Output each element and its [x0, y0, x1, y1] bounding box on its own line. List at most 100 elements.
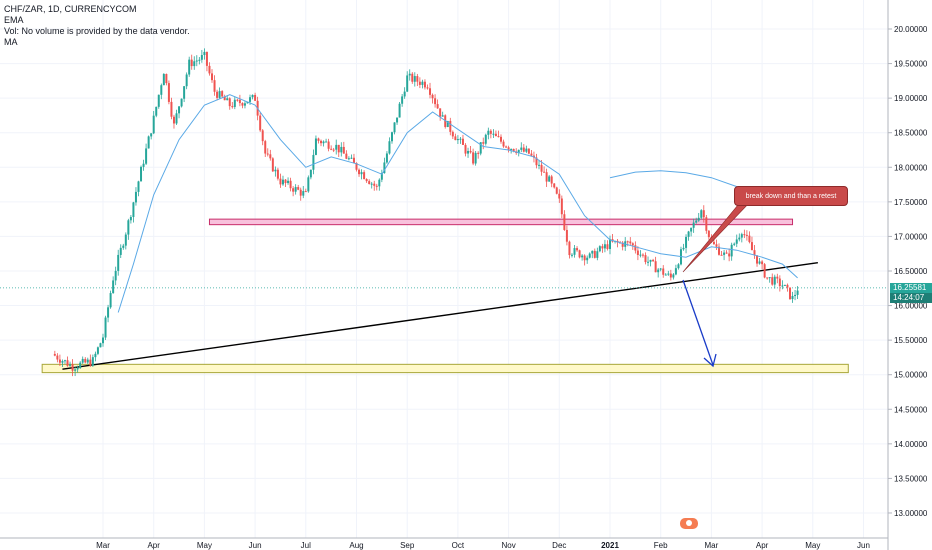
- candle-down: [469, 150, 472, 153]
- candle-down: [669, 273, 672, 278]
- candle-up: [730, 244, 733, 257]
- candle-down: [553, 183, 556, 188]
- candle-up: [525, 148, 528, 152]
- drawing-shapes[interactable]: [0, 218, 888, 374]
- candle-down: [269, 154, 272, 159]
- symbol-title[interactable]: CHF/ZAR, 1D, CURRENCYCOM: [4, 4, 137, 14]
- price-tick-label: 16.50000: [894, 267, 928, 276]
- time-axis[interactable]: Mar Apr May Jun Jul Aug Sep Oct Nov Dec 2021 Feb Mar…: [96, 541, 870, 550]
- candle-down: [454, 136, 457, 141]
- candle-down: [264, 141, 267, 154]
- candle-up: [127, 220, 130, 235]
- candle-down: [236, 99, 239, 101]
- candle-up: [479, 142, 482, 154]
- candle-down: [426, 87, 429, 89]
- candle-up: [520, 147, 523, 150]
- candle-up: [598, 246, 601, 252]
- candle-down: [606, 244, 609, 249]
- candle-down: [213, 80, 216, 92]
- candle-down: [558, 193, 561, 199]
- candle-up: [63, 360, 66, 362]
- candle-up: [758, 261, 761, 264]
- candle-up: [350, 157, 353, 159]
- candle-up: [294, 187, 297, 192]
- candle-up: [140, 166, 143, 182]
- candle-up: [145, 148, 148, 164]
- time-tick-label: 2021: [601, 541, 619, 550]
- candle-down: [449, 120, 452, 132]
- candle-down: [411, 73, 414, 82]
- candle-up: [768, 277, 771, 279]
- candle-up: [385, 153, 388, 163]
- candle-down: [535, 157, 538, 166]
- candle-up: [639, 254, 642, 256]
- candle-down: [568, 241, 571, 256]
- ma-label[interactable]: MA: [4, 37, 18, 47]
- candle-up: [467, 150, 470, 154]
- ema-line: [117, 94, 798, 313]
- ema-label[interactable]: EMA: [4, 15, 24, 25]
- candle-down: [221, 91, 224, 97]
- candle-down: [494, 133, 497, 137]
- projection-arrowhead: [703, 353, 717, 368]
- candle-up: [781, 285, 784, 287]
- annotation-callout[interactable]: break down and than a retest: [734, 186, 848, 206]
- candle-down: [254, 94, 257, 101]
- candle-down: [365, 179, 368, 182]
- candle-up: [570, 254, 573, 256]
- time-tick-label: Oct: [452, 541, 465, 550]
- candle-down: [284, 179, 287, 184]
- candle-down: [358, 169, 361, 175]
- candle-down: [654, 261, 657, 273]
- resistance-zone: [208, 218, 794, 226]
- candle-down: [165, 74, 168, 84]
- candle-up: [249, 97, 252, 102]
- candle-down: [172, 116, 175, 124]
- annotation-arrows[interactable]: [682, 199, 753, 368]
- candle-up: [243, 103, 246, 106]
- candle-down: [743, 234, 746, 236]
- candle-down: [477, 152, 480, 154]
- candle-down: [330, 148, 333, 150]
- candle-up: [667, 273, 670, 275]
- candle-down: [71, 364, 74, 371]
- candle-down: [423, 81, 426, 88]
- time-tick-label: May: [805, 541, 820, 550]
- candle-down: [778, 278, 781, 287]
- last-price-label: 16.25581: [890, 282, 932, 293]
- candle-down: [540, 164, 543, 172]
- price-tick-label: 20.00000: [894, 25, 928, 34]
- candle-down: [593, 250, 596, 258]
- candle-up: [185, 74, 188, 87]
- candle-down: [167, 83, 170, 102]
- time-tick-label: Aug: [349, 541, 363, 550]
- chart-legend: CHF/ZAR, 1D, CURRENCYCOM EMA Vol: No vol…: [4, 4, 190, 48]
- candle-up: [441, 115, 444, 117]
- candle-down: [434, 98, 437, 105]
- candles: [53, 48, 799, 377]
- candle-down: [337, 144, 340, 153]
- candle-down: [292, 188, 295, 192]
- candle-down: [763, 264, 766, 278]
- candle-down: [266, 153, 269, 155]
- candle-down: [545, 172, 548, 182]
- tradingview-logo-icon[interactable]: [680, 518, 698, 529]
- candle-up: [114, 270, 117, 281]
- candle-up: [183, 86, 186, 99]
- candle-up: [393, 122, 396, 133]
- price-tick-label: 13.00000: [894, 509, 928, 518]
- candle-up: [79, 362, 82, 369]
- candle-down: [279, 178, 282, 185]
- time-tick-label: Mar: [96, 541, 110, 550]
- candle-down: [725, 252, 728, 254]
- candle-down: [190, 59, 193, 67]
- candle-down: [522, 147, 525, 152]
- candle-up: [175, 113, 178, 124]
- candle-up: [132, 202, 135, 217]
- candle-up: [773, 276, 776, 285]
- price-axis[interactable]: 20.00000 19.50000 19.00000 18.50000 18.00000…: [888, 25, 928, 518]
- time-tick-label: Mar: [705, 541, 719, 550]
- candle-down: [416, 76, 419, 82]
- candle-down: [464, 144, 467, 154]
